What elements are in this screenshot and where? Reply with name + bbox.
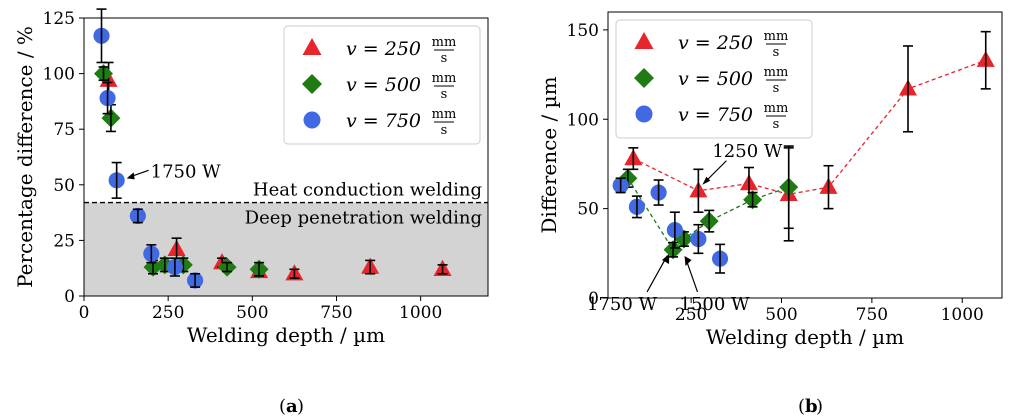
y-axis-label: Percentage difference / % [13,26,37,288]
plot-frame [83,17,489,297]
legend-unit-numerator: mm [764,101,789,116]
x-tick-label: 250 [675,305,707,325]
y-tick-label: 50 [577,200,599,220]
y-tick-label: 75 [53,120,75,140]
y-tick-label: 25 [53,231,75,251]
caption-open: ( [798,396,805,417]
y-tick-label: 100 [43,65,75,85]
annotation-arrowhead [702,176,711,185]
legend-marker [302,38,322,55]
series-2 [612,177,729,274]
x-tick-label: 0 [79,303,90,323]
series-1 [618,145,799,260]
legend-unit-numerator: mm [764,65,789,80]
y-tick-label: 0 [64,287,75,307]
y-axis-label: Difference / µm [537,76,561,233]
x-axis-label: Welding depth / µm [187,323,385,347]
panel-label: b [805,396,818,417]
y-tick-label: 125 [43,9,75,29]
chart-panel-a: Heat conduction welding Deep penetration … [13,8,489,417]
legend-unit-denominator: s [773,117,780,132]
legend-unit-denominator: s [441,87,448,102]
chart-panel-b: 250 500 750 1000 0 50 100 150 Welding depth / µm… [537,11,1003,417]
legend-unit-numerator: mm [432,71,457,86]
x-tick-label: 1000 [399,303,442,323]
caption-close: ) [297,396,304,417]
annotation-label: 1500 W [680,294,751,315]
deep-penetration-label: Deep penetration welding [245,208,482,229]
x-tick-label: 1000 [941,305,984,325]
plot-frame [607,11,1003,299]
annotation-arrowhead [126,172,135,180]
legend-marker [635,105,653,123]
legend-label: v = 500 [678,68,753,90]
x-tick-label: 250 [152,303,184,323]
legend-unit-numerator: mm [764,29,789,44]
legend-unit-denominator: s [773,81,780,96]
legend-label: v = 750 [346,110,421,132]
heat-conduction-label: Heat conduction welding [253,180,482,201]
annotation-label: 1750 W [151,161,222,182]
legend-unit-numerator: mm [432,35,457,50]
caption-close: ) [816,396,823,417]
legend-label: v = 250 [678,32,753,54]
annotation-arrow [646,255,668,293]
legend-marker [634,68,654,88]
x-tick-label: 750 [320,303,352,323]
annotation-arrowhead [684,255,692,266]
legend-marker [634,32,654,49]
legend-box [615,19,813,139]
legend-label: v = 500 [346,74,421,96]
legend-unit-numerator: mm [432,107,457,122]
legend-box [283,25,481,145]
annotation-label: 1250 W [712,141,783,162]
y-tick-label: 0 [588,289,599,309]
x-tick-label: 750 [856,305,888,325]
x-tick-label: 500 [236,303,268,323]
annotation-arrowhead [662,253,670,264]
caption-open: ( [279,396,286,417]
x-tick-label: 500 [765,305,797,325]
legend-unit-denominator: s [441,123,448,138]
legend-unit-denominator: s [773,45,780,60]
legend-label: v = 750 [678,104,753,126]
panel-label: a [286,396,298,417]
y-tick-label: 150 [567,21,599,41]
y-tick-label: 100 [567,110,599,130]
legend-marker [302,74,322,94]
y-tick-label: 50 [53,176,75,196]
x-axis-label: Welding depth / µm [706,325,904,349]
legend-marker [303,111,321,129]
annotation-label: 1750 W [587,294,658,315]
legend-label: v = 250 [346,38,421,60]
series-2 [93,8,204,289]
legend-unit-denominator: s [441,51,448,66]
